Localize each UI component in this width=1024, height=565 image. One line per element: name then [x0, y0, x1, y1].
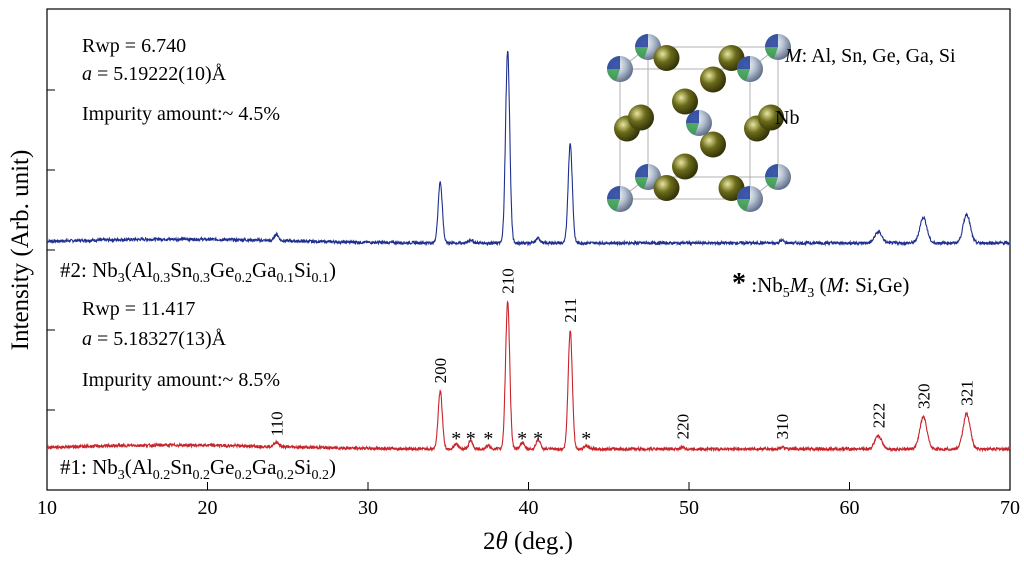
- m-atom-sector: [737, 69, 750, 81]
- peak-label-222: 222: [869, 403, 888, 429]
- formula-part: 0.2: [234, 271, 252, 286]
- m-atom-sector: [635, 47, 648, 59]
- formula-part: 0.3: [192, 271, 210, 286]
- peak-label-200: 200: [431, 358, 450, 384]
- m-atom-sector: [765, 177, 778, 189]
- x-tick-label: 30: [358, 497, 378, 519]
- m-atom-sector: [607, 199, 620, 211]
- m-atom-sector: [686, 110, 699, 123]
- formula-part: Ge: [210, 455, 235, 479]
- impurity-legend: * :Nb5M3 (M: Si,Ge): [732, 268, 909, 301]
- formula-part: Ga: [252, 455, 277, 479]
- formula-part: Sn: [170, 258, 193, 282]
- peak-label-321: 321: [958, 380, 977, 406]
- trace-sample-1: [46, 300, 1011, 453]
- impurity-star: *: [517, 428, 527, 450]
- peak-label-110: 110: [268, 411, 287, 436]
- m-atom-sector: [737, 199, 750, 211]
- m-atom-sector: [635, 34, 648, 47]
- formula-part: 0.2: [192, 468, 210, 483]
- formula-part: 0.2: [311, 468, 329, 483]
- formula-part: 3: [118, 271, 125, 286]
- impurity-1: Impurity amount:~ 8.5%: [82, 369, 280, 391]
- crystal-structure-inset: [607, 34, 791, 212]
- formula-part: Si: [294, 258, 312, 282]
- traces: [46, 50, 1011, 453]
- nb-atom: [758, 104, 784, 131]
- rwp-2: Rwp = 6.740: [82, 35, 186, 57]
- m-atom-sector: [607, 56, 620, 69]
- m-atom-sector: [607, 69, 620, 81]
- formula-part: Si: [294, 455, 312, 479]
- formula-part: ): [329, 258, 336, 282]
- inset-m-label: M: Al, Sn, Ge, Ga, Si: [784, 45, 956, 67]
- m-atom-sector: [765, 164, 778, 177]
- nb-atom: [653, 45, 680, 71]
- x-tick-label: 20: [198, 497, 218, 519]
- impurity-star: *: [483, 428, 493, 450]
- formula-part: 0.2: [153, 468, 171, 483]
- impurity-star: *: [581, 428, 591, 450]
- x-tick-label: 10: [37, 497, 57, 519]
- peak-label-220: 220: [674, 414, 693, 440]
- peak-label-210: 210: [499, 268, 518, 294]
- x-axis-ticks: 10 20 30 40 50 60 70: [37, 482, 1020, 519]
- formula-part: 3: [118, 468, 125, 483]
- m-atom-sector: [737, 186, 750, 199]
- m-atom-sector: [765, 47, 778, 59]
- m-atom-sector: [737, 56, 750, 69]
- x-tick-label: 40: [519, 497, 539, 519]
- formula-part: (Al: [125, 455, 153, 479]
- x-axis-title: 2θ (deg.): [483, 528, 573, 555]
- formula-part: Sn: [170, 455, 193, 479]
- nb-atom: [672, 153, 698, 180]
- nb-atom: [700, 131, 726, 158]
- lattice-2: a = 5.19222(10)Å: [82, 63, 227, 85]
- formula-part: 0.3: [153, 271, 171, 286]
- m-atom-sector: [765, 34, 778, 47]
- formula-part: 0.2: [234, 468, 252, 483]
- sample-2-label: #2: Nb3(Al0.3Sn0.3Ge0.2Ga0.1Si0.1): [60, 258, 336, 286]
- nb-atom: [700, 66, 726, 93]
- impurity-star: *: [466, 428, 476, 450]
- lattice-1: a = 5.18327(13)Å: [82, 328, 227, 350]
- inset-nb-label: Nb: [775, 107, 799, 129]
- y-axis-ticks: [47, 89, 55, 411]
- impurity-star: *: [451, 428, 461, 450]
- formula-part: 0.2: [276, 468, 294, 483]
- trace-sample-2: [46, 50, 1011, 247]
- y-axis-title: Intensity (Arb. unit): [7, 150, 34, 351]
- nb-atom: [628, 104, 654, 131]
- peak-label-320: 320: [914, 384, 933, 410]
- m-atom-sector: [635, 164, 648, 177]
- x-tick-label: 60: [840, 497, 860, 519]
- formula-part: 0.1: [311, 271, 329, 286]
- peak-label-211: 211: [561, 298, 580, 323]
- sample-label-prefix: #2: Nb: [60, 258, 118, 282]
- formula-part: ): [329, 455, 336, 479]
- nb-atom: [672, 88, 698, 115]
- impurity-2: Impurity amount:~ 4.5%: [82, 103, 280, 125]
- impurity-star: *: [533, 428, 543, 450]
- nb-atom: [653, 175, 680, 201]
- m-atom-sector: [635, 177, 648, 189]
- m-atom-sector: [686, 123, 699, 135]
- sample-1-label: #1: Nb3(Al0.2Sn0.2Ge0.2Ga0.2Si0.2): [60, 455, 336, 483]
- x-tick-label: 50: [679, 497, 699, 519]
- formula-part: (Al: [125, 258, 153, 282]
- formula-part: Ge: [210, 258, 235, 282]
- formula-part: 0.1: [276, 271, 294, 286]
- peak-label-310: 310: [773, 414, 792, 440]
- formula-part: Ga: [252, 258, 277, 282]
- x-tick-label: 70: [1000, 497, 1020, 519]
- m-atom-sector: [607, 186, 620, 199]
- rwp-1: Rwp = 11.417: [82, 298, 195, 320]
- sample-label-prefix: #1: Nb: [60, 455, 118, 479]
